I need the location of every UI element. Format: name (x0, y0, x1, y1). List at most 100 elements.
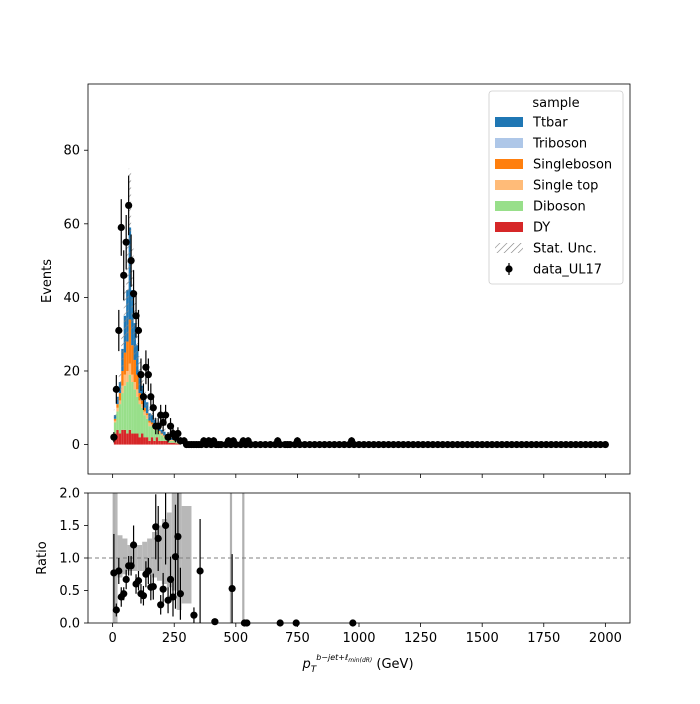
ratio-point (150, 583, 157, 590)
legend-label: Single top (533, 179, 598, 194)
mc-bar-dy (156, 437, 158, 444)
data-point (128, 257, 135, 264)
ratio-point (162, 522, 169, 529)
mc-bar-dy (146, 437, 148, 444)
ratio-point (190, 612, 197, 619)
ratio-point (145, 567, 152, 574)
ratio-y-label: Ratio (35, 541, 50, 574)
data-point (162, 412, 169, 419)
mc-bar-single-top (134, 382, 136, 389)
main-y-tick-label: 0 (72, 438, 80, 453)
data-point (140, 393, 147, 400)
main-y-tick-label: 40 (63, 291, 80, 306)
ratio-point (155, 535, 162, 542)
mc-bar-single-top (136, 389, 138, 396)
mc-bar-single-top (121, 386, 123, 393)
mc-bar-single-top (143, 411, 145, 415)
ratio-point (120, 590, 127, 597)
mc-bar-dy (143, 437, 145, 444)
mc-bar-dy (148, 441, 150, 445)
ratio-band-bin (182, 506, 192, 604)
mc-bar-dy (134, 434, 136, 445)
data-point (145, 371, 152, 378)
ratio-point (113, 606, 120, 613)
ratio-point (177, 590, 184, 597)
data-point (123, 239, 130, 246)
legend-swatch (495, 222, 523, 232)
legend-swatch (495, 138, 523, 148)
mc-bar-diboson (141, 408, 143, 434)
mc-bar-dy (161, 441, 163, 445)
legend-swatch-hatch (495, 243, 523, 253)
mc-bar-single-top (146, 415, 148, 419)
mc-bar-dy (139, 437, 141, 444)
data-point (118, 224, 125, 231)
ratio-y-tick-label: 0.0 (59, 617, 80, 632)
legend-label: Diboson (533, 200, 586, 215)
mc-bar-singleboson (121, 371, 123, 386)
mc-bar-dy (171, 443, 173, 445)
mc-bar-diboson (146, 419, 148, 437)
ratio-x-tick-label: 1500 (466, 631, 499, 646)
legend-swatch (495, 159, 523, 169)
mc-bar-singleboson (131, 345, 133, 374)
data-point (137, 371, 144, 378)
mc-bar-diboson (171, 441, 173, 443)
mc-bar-single-top (161, 434, 163, 435)
mc-bar-dy (141, 434, 143, 445)
mc-bar-diboson (124, 386, 126, 430)
mc-bar-dy (126, 434, 128, 445)
main-y-tick-label: 20 (63, 364, 80, 379)
legend-label: Ttbar (532, 116, 568, 131)
data-point (110, 434, 117, 441)
mc-bar-dy (129, 430, 131, 445)
mc-bar-singleboson (146, 413, 148, 415)
mc-bar-singleboson (161, 434, 163, 435)
mc-bar-singleboson (119, 393, 121, 400)
main-y-tick-label: 80 (63, 144, 80, 159)
mc-bar-diboson (148, 426, 150, 441)
mc-bar-single-top (131, 375, 133, 382)
mc-bar-dy (131, 434, 133, 445)
ratio-x-tick-label: 0 (108, 631, 116, 646)
mc-bar-dy (163, 441, 165, 445)
mc-bar-diboson (131, 382, 133, 434)
mc-bar-dy (151, 437, 153, 444)
mc-bar-single-top (116, 408, 118, 412)
mc-bar-single-top (124, 375, 126, 386)
data-point (115, 327, 122, 334)
stat-unc-bin (114, 410, 116, 421)
mc-bar-dy (124, 430, 126, 445)
mc-bar-dy (173, 443, 175, 445)
mc-bar-diboson (158, 434, 160, 441)
mc-bar-diboson (136, 397, 138, 434)
ratio-y-tick-label: 0.5 (59, 584, 80, 599)
mc-bar-diboson (143, 415, 145, 437)
mc-bar-single-top (114, 421, 116, 423)
mc-bar-singleboson (116, 404, 118, 408)
data-point (174, 430, 181, 437)
ratio-point (196, 567, 203, 574)
legend-label: data_UL17 (533, 263, 602, 278)
ratio-point (229, 585, 236, 592)
ratio-x-tick-label: 750 (285, 631, 310, 646)
mc-bar-dy (121, 430, 123, 445)
mc-bar-dy (153, 441, 155, 445)
ratio-x-tick-label: 2000 (589, 631, 622, 646)
data-point (135, 327, 142, 334)
data-point (113, 386, 120, 393)
ratio-point (160, 586, 167, 593)
mc-bar-dy (168, 443, 170, 445)
mc-bar-dy (175, 443, 177, 444)
ratio-x-tick-label: 1000 (342, 631, 375, 646)
mc-bar-singleboson (148, 421, 150, 423)
mc-bar-single-top (119, 400, 121, 404)
legend-title: sample (532, 96, 579, 111)
mc-bar-diboson (116, 411, 118, 429)
mc-bar-diboson (139, 404, 141, 437)
mc-bar-dy (136, 434, 138, 445)
legend-swatch (495, 117, 523, 127)
ratio-band-bin (122, 539, 127, 575)
legend-label: Triboson (532, 137, 587, 152)
